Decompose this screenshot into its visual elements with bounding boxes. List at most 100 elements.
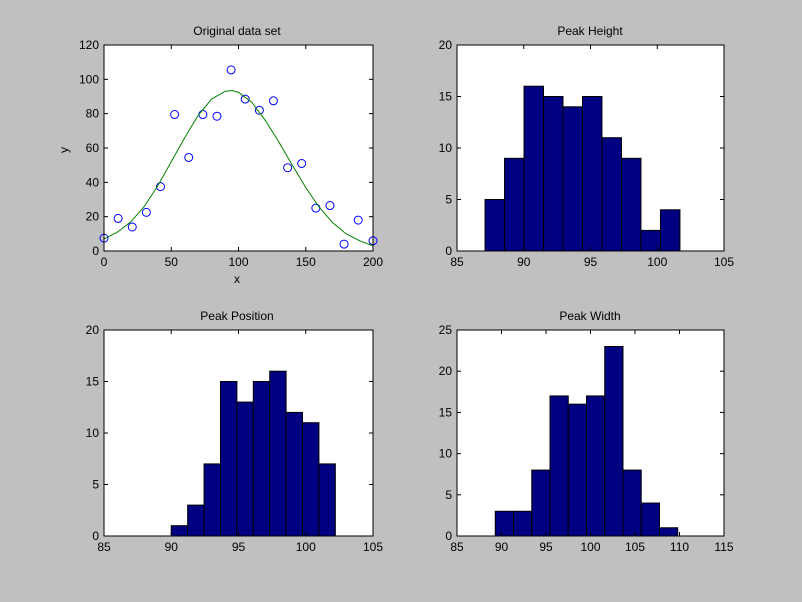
histogram-bar xyxy=(285,411,304,537)
y-tick-label: 0 xyxy=(92,244,99,258)
data-point xyxy=(155,182,165,192)
histogram-bar xyxy=(562,106,583,252)
y-axis-label: y xyxy=(57,147,71,153)
axes-peak-position: Peak Position 85 90 95 100 105 0 5 10 15 20 xyxy=(86,309,384,554)
chart-title-peak-position: Peak Position xyxy=(200,309,273,323)
histogram-bar xyxy=(604,345,624,537)
x-tick-label: 115 xyxy=(714,540,733,554)
histogram-bar xyxy=(219,381,238,537)
histogram-bar xyxy=(601,137,622,252)
histogram-bar xyxy=(504,157,525,252)
axes-peak-height: Peak Height 85 90 95 100 105 0 5 10 15 20 xyxy=(439,24,735,269)
data-point xyxy=(297,158,307,168)
y-tick-label: 80 xyxy=(86,107,100,121)
histogram-bar xyxy=(170,525,189,537)
y-tick-label: 20 xyxy=(86,210,100,224)
histogram-bar xyxy=(640,502,660,537)
y-tick-label: 15 xyxy=(439,405,453,419)
y-tick-label: 0 xyxy=(92,529,99,543)
histogram-bar xyxy=(620,157,642,252)
data-point xyxy=(184,152,194,162)
data-point xyxy=(268,96,278,106)
x-tick-label: 95 xyxy=(584,255,598,269)
y-tick-label: 20 xyxy=(439,38,453,52)
histogram-bar xyxy=(513,510,533,537)
data-point xyxy=(226,65,236,75)
y-tick-label: 40 xyxy=(86,175,100,189)
histogram-bar xyxy=(543,96,564,252)
axes-original-data-set: Original data set x y 0 50 100 150 200 0 20 40 6… xyxy=(57,24,383,286)
fit-curve xyxy=(103,89,374,247)
x-tick-label: 105 xyxy=(625,540,645,554)
y-tick-label: 5 xyxy=(445,488,452,502)
data-point xyxy=(240,94,250,104)
y-tick-label: 25 xyxy=(439,323,453,337)
histogram-bar xyxy=(318,463,336,537)
y-tick-label: 120 xyxy=(79,38,99,52)
y-tick-label: 20 xyxy=(439,364,453,378)
y-tick-label: 0 xyxy=(445,529,452,543)
histogram-bar xyxy=(302,422,320,537)
histogram-bar xyxy=(658,527,679,537)
histogram-bar xyxy=(523,85,545,252)
histogram-bar xyxy=(494,510,515,537)
histogram-bar xyxy=(585,395,606,537)
y-tick-label: 15 xyxy=(439,90,453,104)
histogram-bar xyxy=(581,96,603,252)
x-tick-label: 50 xyxy=(165,255,179,269)
y-tick-label: 15 xyxy=(86,375,100,389)
x-tick-label: 85 xyxy=(97,540,111,554)
x-tick-label: 95 xyxy=(232,540,246,554)
x-axis-label: x xyxy=(234,272,240,286)
data-point xyxy=(141,207,151,217)
axes-peak-width: Peak Width 85 90 95 100 105 110 115 0 5 10 15 20 25 xyxy=(439,309,734,554)
x-tick-label: 100 xyxy=(296,540,316,554)
y-tick-label: 100 xyxy=(79,72,99,86)
histogram-bar xyxy=(269,370,287,537)
x-tick-label: 95 xyxy=(539,540,553,554)
y-tick-label: 0 xyxy=(445,244,452,258)
y-tick-label: 10 xyxy=(86,426,100,440)
histogram-bar xyxy=(567,403,587,537)
y-tick-label: 10 xyxy=(439,447,453,461)
data-point xyxy=(113,213,123,223)
x-tick-label: 90 xyxy=(165,540,179,554)
x-tick-label: 90 xyxy=(517,255,531,269)
data-point xyxy=(325,201,335,211)
x-tick-label: 105 xyxy=(714,255,734,269)
plot-area-original-data-set xyxy=(104,45,373,251)
x-tick-label: 150 xyxy=(296,255,316,269)
x-tick-label: 100 xyxy=(647,255,667,269)
chart-title-peak-height: Peak Height xyxy=(557,24,623,38)
histogram-bar xyxy=(187,504,205,537)
chart-title-peak-width: Peak Width xyxy=(559,309,620,323)
histogram-bar xyxy=(252,381,271,537)
chart-title-original-data-set: Original data set xyxy=(193,24,281,38)
data-point xyxy=(283,163,293,173)
histogram-bar xyxy=(622,469,642,537)
data-point xyxy=(170,110,180,120)
histogram-bar xyxy=(203,463,221,537)
data-point xyxy=(339,239,349,249)
y-tick-label: 60 xyxy=(86,141,100,155)
x-tick-label: 200 xyxy=(363,255,383,269)
x-tick-label: 100 xyxy=(580,540,600,554)
x-tick-label: 105 xyxy=(363,540,383,554)
data-point xyxy=(212,111,222,121)
x-tick-label: 0 xyxy=(101,255,108,269)
histogram-bar xyxy=(531,469,551,537)
data-point xyxy=(254,105,264,115)
histogram-bar xyxy=(549,395,569,537)
x-tick-label: 85 xyxy=(450,255,464,269)
y-tick-label: 20 xyxy=(86,323,100,337)
data-point xyxy=(353,215,363,225)
data-point xyxy=(127,222,137,232)
x-tick-label: 85 xyxy=(450,540,464,554)
y-tick-label: 5 xyxy=(445,193,452,207)
y-tick-label: 10 xyxy=(439,141,453,155)
histogram-bar xyxy=(659,209,681,252)
x-tick-label: 110 xyxy=(670,540,689,554)
histogram-bar xyxy=(484,199,506,252)
histogram-bar xyxy=(236,401,254,537)
